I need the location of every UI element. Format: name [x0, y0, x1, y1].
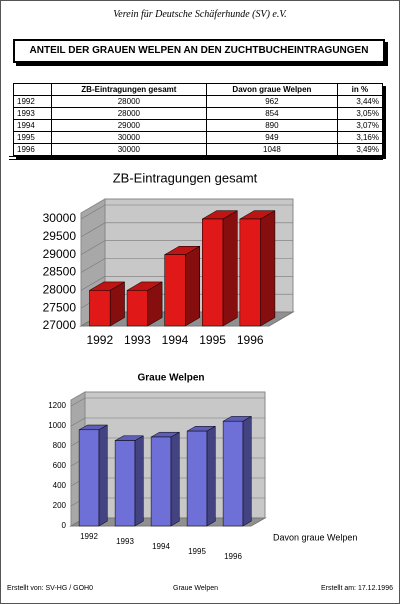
bar: [89, 290, 111, 327]
separator: [9, 156, 383, 157]
bar: [164, 254, 186, 327]
bar: [150, 436, 172, 527]
grid-line: [80, 204, 293, 220]
bar-side: [98, 424, 108, 527]
x-tick-label: 1992: [86, 333, 113, 347]
x-tick-label: 1995: [199, 333, 226, 347]
table-row: 1992 28000 962 3,44%: [13, 95, 384, 108]
x-tick-label: 1992: [80, 532, 98, 541]
y-tick-label: 1200: [48, 401, 66, 410]
bar: [239, 218, 261, 327]
bar: [126, 290, 148, 327]
table-cell: 30000: [50, 143, 208, 156]
bar-side: [222, 210, 238, 327]
y-tick-label: 28000: [43, 283, 77, 297]
x-tick-label: 1994: [152, 542, 170, 551]
footer-right: Erstellt am: 17.12.1996: [321, 585, 393, 592]
y-tick-label: 800: [53, 441, 67, 450]
chart-title: Graue Welpen: [137, 373, 204, 384]
y-tick-label: 600: [53, 461, 67, 470]
bar-side: [134, 435, 144, 527]
y-tick-label: 1000: [48, 421, 66, 430]
table: ZB-Eintragungen gesamt Davon graue Welpe…: [13, 83, 384, 156]
y-tick-label: 200: [53, 501, 67, 510]
x-tick-label: 1993: [124, 333, 151, 347]
bar: [114, 440, 136, 527]
bar: [222, 420, 244, 527]
bar-side: [260, 210, 276, 327]
table-cell: 3,16%: [336, 131, 384, 144]
x-tick-label: 1994: [162, 333, 189, 347]
charts: ZB-Eintragungen gesamt 27000 27500 28000 285…: [43, 170, 358, 561]
header: Verein für Deutsche Schäferhunde (SV) e.…: [113, 9, 287, 20]
x-tick-label: 1993: [116, 537, 134, 546]
legend-label: Davon graue Welpen: [273, 532, 357, 542]
table-row: 1996 30000 1048 3,49%: [13, 143, 384, 156]
footer-center: Graue Welpen: [173, 585, 219, 592]
bar: [202, 218, 224, 327]
table-row: 1993 28000 854 3,05%: [13, 107, 384, 120]
chart-title: ZB-Eintragungen gesamt: [113, 170, 258, 185]
x-tick-label: 1995: [188, 547, 206, 556]
x-tick-label: 1996: [237, 333, 264, 347]
y-tick-label: 27500: [43, 300, 77, 314]
bar-side: [170, 431, 180, 527]
y-tick-label: 27000: [43, 318, 77, 332]
grid-line: [70, 417, 265, 427]
bar-side: [185, 245, 200, 327]
y-tick-label: 0: [62, 521, 67, 530]
y-tick-label: 28500: [43, 265, 77, 279]
bar: [78, 429, 100, 527]
x-tick-label: 1996: [224, 552, 242, 561]
bar: [186, 430, 208, 527]
bar-side: [242, 415, 252, 527]
table-cell: 3,49%: [336, 143, 384, 156]
footer-left: Erstellt von: SV-HG / GOH0: [7, 585, 93, 592]
y-tick-label: 29000: [43, 247, 77, 261]
y-tick-label: 400: [53, 481, 67, 490]
title: ANTEIL DER GRAUEN WELPEN AN DEN ZUCHTBUC…: [13, 39, 385, 63]
separator: [9, 159, 383, 160]
y-tick-label: 29500: [43, 229, 77, 243]
bar-side: [206, 425, 216, 527]
y-tick-label: 30000: [43, 211, 77, 225]
table-row: 1995 30000 949 3,16%: [13, 131, 384, 144]
grid-line: [70, 397, 265, 407]
